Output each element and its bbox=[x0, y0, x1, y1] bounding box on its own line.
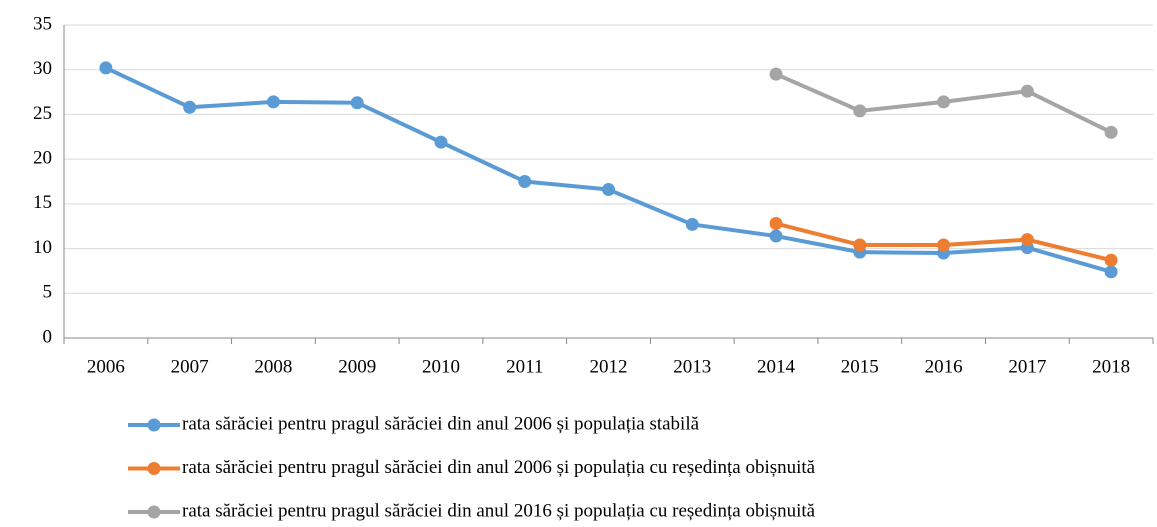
data-point bbox=[602, 183, 615, 197]
y-tick-label: 15 bbox=[33, 192, 52, 213]
data-point bbox=[1020, 84, 1034, 98]
y-tick-label: 5 bbox=[43, 282, 53, 303]
data-point bbox=[1104, 253, 1118, 267]
x-tick-label: 2009 bbox=[338, 356, 376, 377]
data-point bbox=[266, 95, 280, 109]
data-point bbox=[853, 104, 867, 118]
data-point bbox=[769, 217, 783, 231]
legend-marker bbox=[147, 462, 161, 475]
legend-marker bbox=[147, 505, 161, 519]
data-point bbox=[518, 175, 532, 188]
legend-label: rata sărăciei pentru pragul sărăciei din… bbox=[182, 413, 700, 434]
y-tick-label: 25 bbox=[33, 103, 52, 124]
legend-label: rata sărăciei pentru pragul sărăciei din… bbox=[182, 457, 816, 478]
data-point bbox=[183, 100, 197, 114]
y-tick-label: 10 bbox=[33, 237, 52, 258]
data-point bbox=[1020, 233, 1034, 247]
data-point bbox=[769, 67, 783, 81]
data-point bbox=[434, 135, 448, 149]
data-point bbox=[1104, 265, 1118, 279]
legend-label: rata sărăciei pentru pragul sărăciei din… bbox=[182, 500, 816, 521]
data-point bbox=[853, 238, 867, 252]
legend-marker bbox=[147, 418, 161, 432]
y-tick-label: 35 bbox=[33, 13, 52, 34]
y-tick-label: 20 bbox=[33, 148, 52, 169]
y-tick-label: 30 bbox=[33, 58, 52, 79]
data-point bbox=[937, 238, 951, 252]
x-tick-label: 2013 bbox=[673, 356, 711, 377]
x-tick-label: 2017 bbox=[1008, 356, 1046, 377]
y-tick-label: 0 bbox=[43, 326, 53, 347]
x-tick-label: 2010 bbox=[422, 356, 460, 377]
x-tick-label: 2016 bbox=[925, 356, 963, 377]
x-tick-label: 2008 bbox=[254, 356, 292, 377]
x-tick-label: 2012 bbox=[590, 356, 628, 377]
x-tick-label: 2006 bbox=[87, 356, 125, 377]
x-tick-label: 2015 bbox=[841, 356, 879, 377]
data-point bbox=[99, 61, 113, 75]
data-point bbox=[937, 95, 951, 109]
x-tick-label: 2007 bbox=[171, 356, 209, 377]
data-point bbox=[685, 217, 699, 231]
x-tick-label: 2018 bbox=[1092, 356, 1130, 377]
data-point bbox=[350, 96, 364, 110]
x-tick-label: 2014 bbox=[757, 356, 796, 377]
data-point bbox=[1104, 125, 1118, 139]
data-point bbox=[769, 229, 783, 243]
x-tick-label: 2011 bbox=[506, 356, 543, 377]
